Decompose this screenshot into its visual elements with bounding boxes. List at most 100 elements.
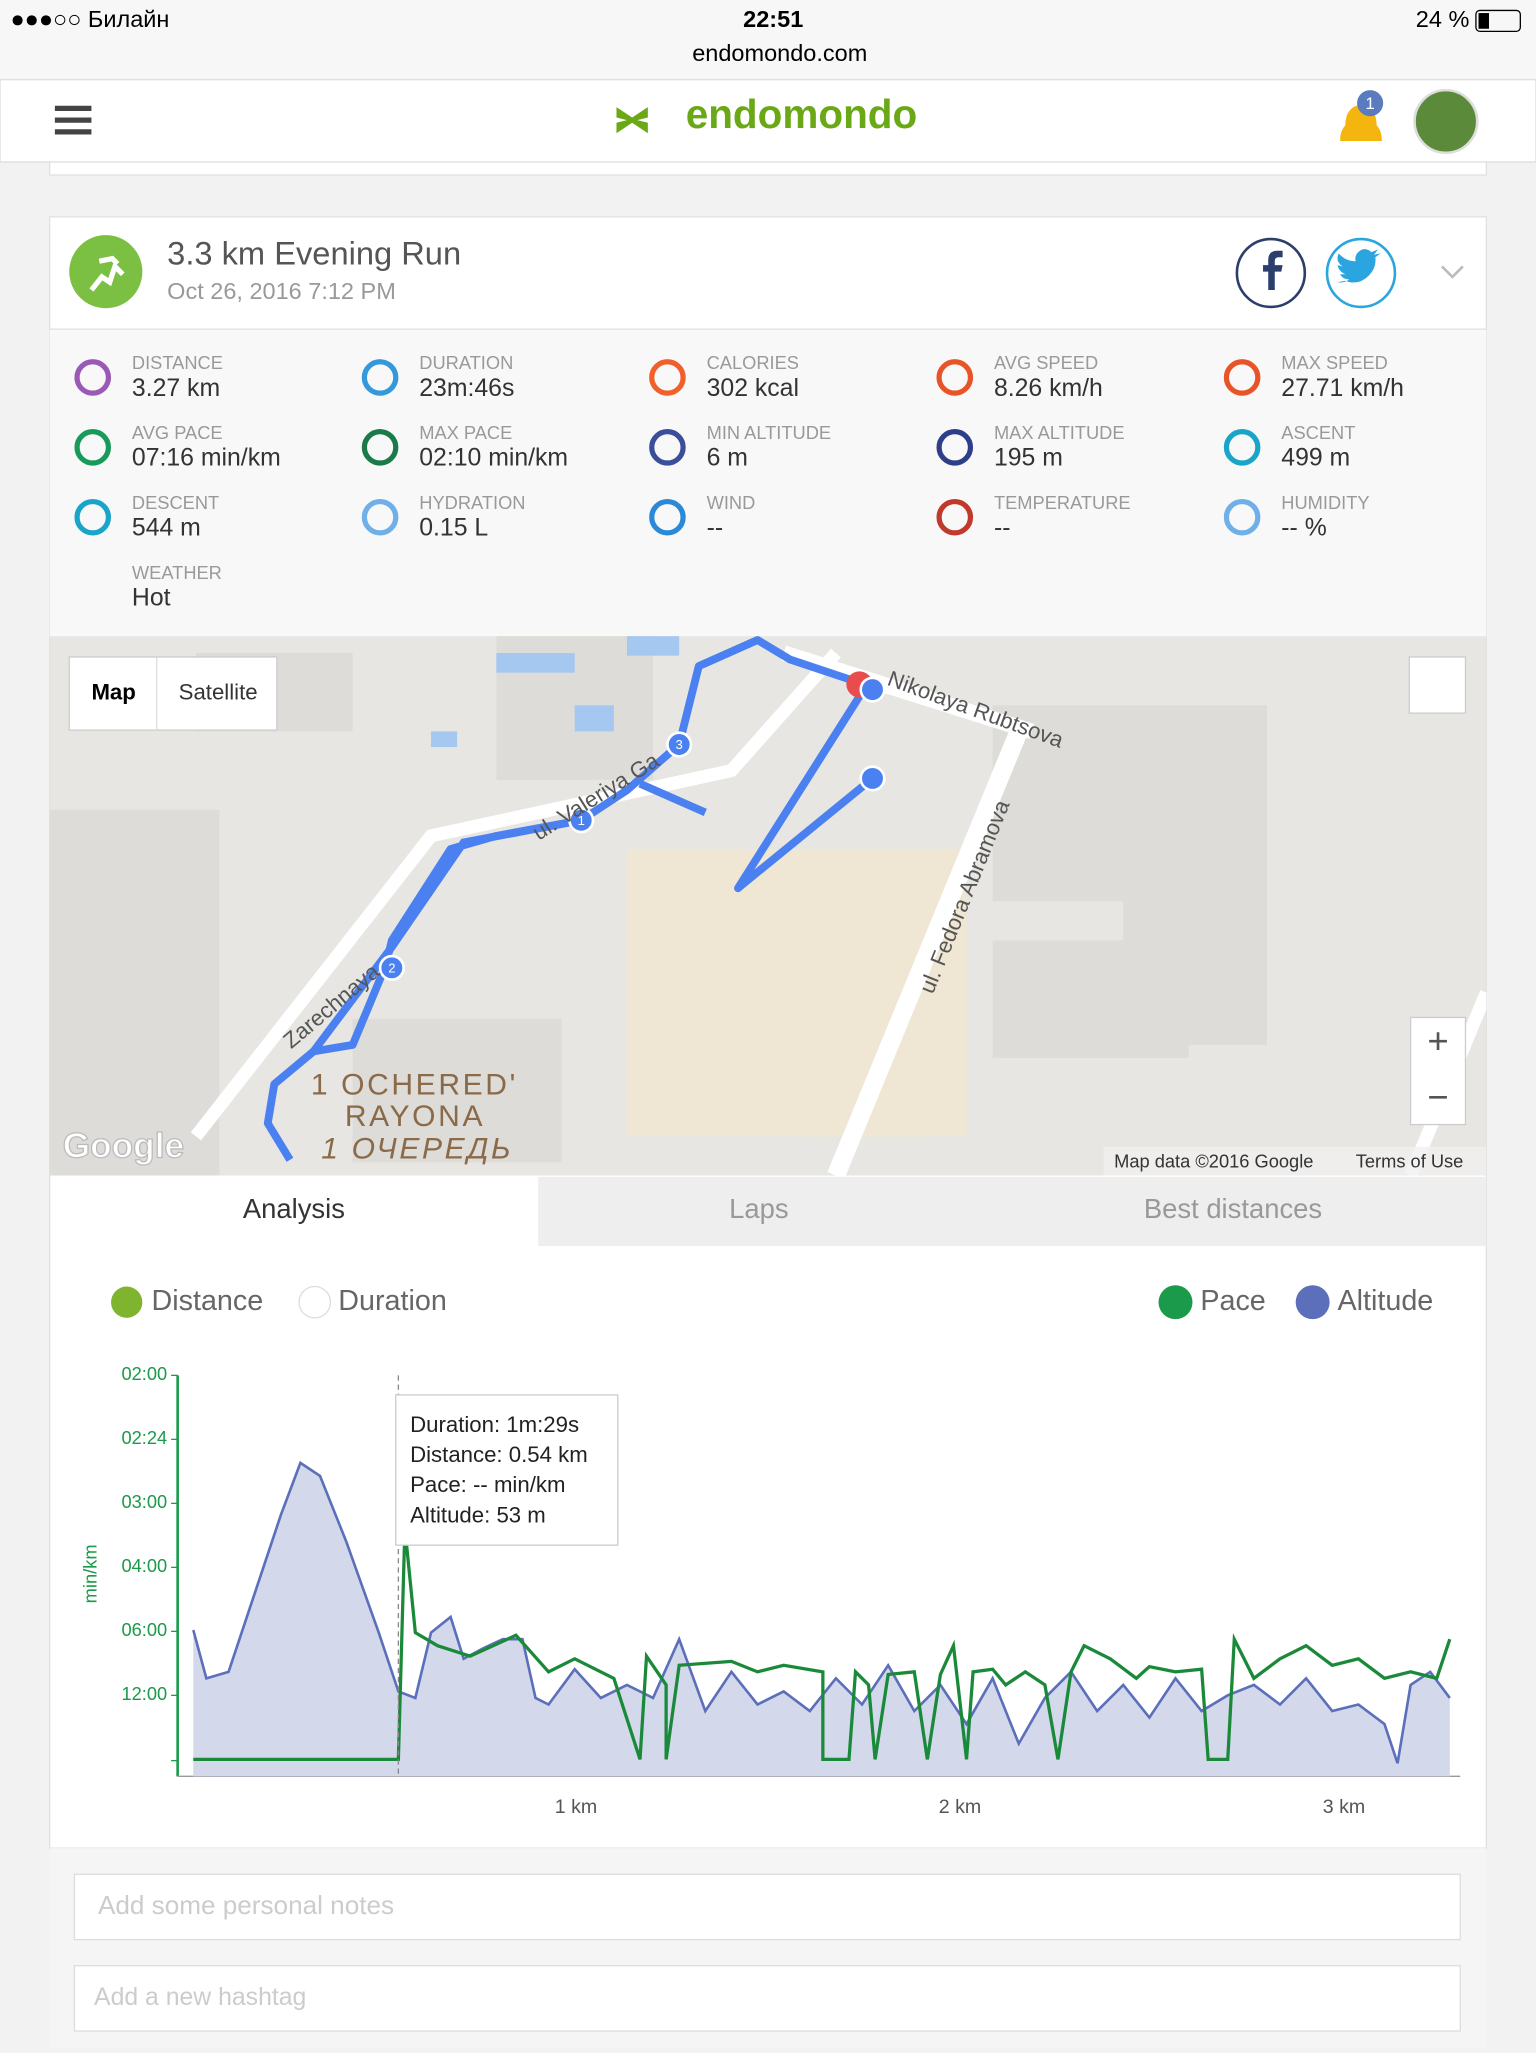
district-label: 1 OCHERED' (311, 1069, 518, 1102)
stat-value: Hot (132, 584, 171, 611)
hashtag-input[interactable] (73, 1965, 1461, 2032)
stat-value: 544 m (132, 515, 201, 542)
activity-date: Oct 26, 2016 7:12 PM (167, 278, 396, 304)
stat-value: 23m:46s (419, 375, 514, 402)
stat-value: 6 m (707, 445, 748, 472)
stats-panel (49, 329, 1487, 637)
tooltip-line: Pace: -- min/km (410, 1472, 565, 1497)
stat-label: CALORIES (707, 352, 799, 373)
map-block (992, 940, 1189, 1058)
facebook-share[interactable] (1235, 237, 1307, 309)
stat-label: AVG SPEED (994, 352, 1098, 373)
menu-button[interactable] (54, 105, 92, 135)
lap-marker[interactable] (378, 954, 405, 981)
stat-icon (1223, 359, 1261, 396)
logo[interactable]: endomondo (686, 91, 918, 137)
stat-label: DESCENT (132, 492, 219, 513)
stat-icon (649, 359, 686, 396)
y-tick-label: 02:24 (121, 1427, 167, 1448)
fullscreen-button[interactable] (1408, 656, 1467, 714)
stat-label: DURATION (419, 352, 513, 373)
stat-icon (936, 359, 974, 396)
zoom-out[interactable]: − (1427, 1076, 1448, 1117)
stat-value: 8.26 km/h (994, 375, 1103, 402)
stat-icon (649, 429, 686, 466)
stat-value: 499 m (1281, 445, 1350, 472)
tooltip-line: Altitude: 53 m (410, 1502, 546, 1527)
stat-icon (74, 429, 112, 466)
altitude-area (193, 1462, 1450, 1777)
runner (89, 255, 125, 292)
stat-icon (74, 359, 112, 396)
tooltip-line: Duration: 1m:29s (410, 1412, 579, 1437)
expand-button[interactable] (1441, 265, 1464, 279)
lap-marker[interactable] (666, 731, 693, 758)
stat-icon (361, 498, 399, 536)
stat-icon (361, 429, 399, 466)
tabs: Analysis Laps Best distances (243, 1193, 1322, 1224)
stat-icon (361, 359, 399, 396)
terms-link[interactable]: Terms of Use (1356, 1150, 1464, 1171)
district-label: RAYONA (345, 1100, 485, 1133)
stat-value: 27.71 km/h (1281, 375, 1404, 402)
y-tick-label: 02:00 (121, 1363, 167, 1384)
satellite-button[interactable]: Satellite (179, 679, 258, 704)
x-tick-label: 3 km (1323, 1796, 1365, 1818)
battery: 24 % (1416, 6, 1470, 32)
tab[interactable]: Best distances (1144, 1193, 1322, 1224)
tab[interactable]: Analysis (243, 1193, 345, 1224)
stat-label: TEMPERATURE (994, 492, 1131, 513)
stat-icon (649, 498, 686, 536)
stat-label: MAX ALTITUDE (994, 422, 1125, 443)
twitter-share[interactable] (1325, 237, 1397, 309)
water (626, 636, 680, 656)
x-option[interactable]: Distance (152, 1285, 264, 1317)
hashtag-placeholder: Add a new hashtag (94, 1984, 306, 2011)
legend-label[interactable]: Pace (1200, 1285, 1265, 1317)
y-tick-label: 12:00 (121, 1683, 167, 1704)
stat-value: 195 m (994, 445, 1063, 472)
analysis-chart: Distance Duration Pace Altitude 02:00 02:24 03… (79, 1285, 1461, 1818)
legend-label[interactable]: Altitude (1337, 1285, 1433, 1317)
check-off[interactable] (298, 1285, 332, 1319)
notification-badge (1357, 90, 1384, 117)
tab[interactable]: Laps (729, 1193, 788, 1224)
x-tick-label: 1 km (555, 1796, 597, 1818)
stat-value: 0.15 L (419, 515, 488, 542)
attribution-bg (1103, 1146, 1487, 1176)
end-marker[interactable] (859, 765, 886, 792)
zoom-in[interactable]: + (1427, 1020, 1448, 1061)
stat-icon (1223, 429, 1261, 466)
tab-bar (538, 1176, 1487, 1247)
map-block (992, 705, 1267, 902)
district-label: 1 ОЧЕРЕДЬ (321, 1133, 513, 1166)
pace-line (193, 1528, 1452, 1761)
map-button[interactable]: Map (91, 679, 135, 704)
notes-input[interactable] (73, 1873, 1461, 1941)
stat-value: -- % (1281, 515, 1326, 542)
zoom-control (1409, 1016, 1467, 1126)
end-marker[interactable] (859, 676, 886, 703)
stat-label: HUMIDITY (1281, 492, 1369, 513)
url[interactable]: endomondo.com (692, 40, 867, 66)
check-on[interactable] (111, 1286, 143, 1318)
stat-label: MAX SPEED (1281, 352, 1388, 373)
top-nav (0, 79, 1536, 163)
lap-marker[interactable] (568, 807, 595, 834)
stat-value: 302 kcal (707, 375, 799, 402)
status-bar (0, 0, 1536, 79)
tab-strip (48, 161, 1488, 176)
map-block (352, 1018, 562, 1163)
avatar[interactable] (1413, 88, 1479, 155)
legend-altitude[interactable] (1295, 1285, 1330, 1320)
y-axis-label: min/km (79, 1544, 100, 1603)
lap-number: 2 (388, 961, 395, 976)
road (781, 645, 1035, 739)
x-option[interactable]: Duration (338, 1285, 447, 1317)
stat-icon (936, 498, 974, 536)
legend-pace[interactable] (1158, 1285, 1193, 1320)
y-tick-label: 03:00 (121, 1491, 167, 1512)
stat-label: WEATHER (132, 562, 222, 583)
map-block (49, 809, 220, 1176)
